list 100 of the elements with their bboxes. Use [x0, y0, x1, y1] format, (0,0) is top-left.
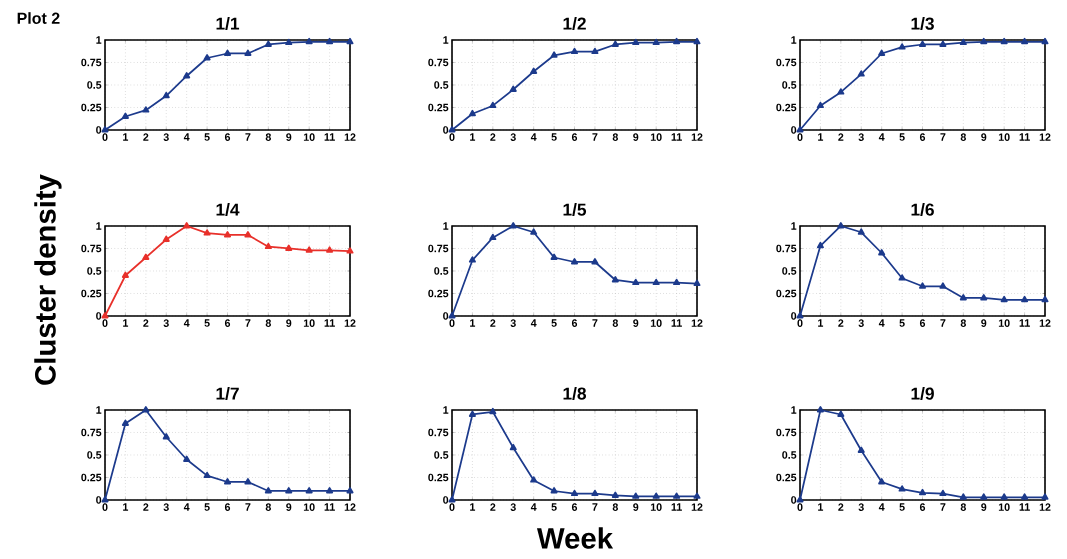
x-tick-label: 12 [344, 503, 356, 511]
point [448, 312, 456, 319]
x-tick-label: 9 [633, 133, 639, 141]
point [693, 37, 701, 45]
point [837, 88, 845, 95]
x-tick-label: 2 [143, 503, 149, 511]
x-tick-label: 10 [998, 133, 1010, 141]
x-tick-label: 12 [1039, 503, 1051, 511]
chart-title: 1/7 [216, 387, 239, 400]
y-tick-label: 0.5 [782, 81, 797, 89]
point [305, 246, 313, 253]
point [326, 37, 334, 45]
x-tick-label: 5 [551, 503, 557, 511]
point [918, 282, 927, 289]
x-tick-label: 12 [691, 133, 703, 141]
x-tick-label: 10 [650, 319, 662, 327]
x-tick-label: 6 [224, 503, 231, 511]
x-tick-label: 11 [671, 133, 682, 141]
x-tick-label: 4 [183, 503, 190, 511]
x-tick-label: 6 [571, 319, 578, 327]
point [918, 40, 927, 47]
point [898, 43, 906, 50]
x-tick-label: 3 [510, 319, 516, 327]
point [837, 410, 845, 417]
point [1021, 493, 1029, 500]
x-tick-label: 7 [592, 133, 598, 141]
x-tick-label: 12 [691, 503, 703, 511]
point [550, 487, 558, 494]
x-tick-label: 6 [919, 133, 926, 141]
x-tick-label: 4 [878, 319, 885, 327]
y-tick-label: 1 [96, 36, 102, 44]
y-tick-label: 0 [791, 496, 797, 504]
x-tick-label: 8 [265, 503, 271, 511]
x-tick-label: 2 [490, 133, 496, 141]
point [326, 487, 334, 494]
line-series [448, 37, 701, 133]
point [796, 496, 804, 503]
point [223, 231, 232, 238]
x-tick-label: 3 [163, 133, 169, 141]
x-tick-label: 4 [183, 319, 190, 327]
y-tick-label: 0.75 [81, 58, 102, 67]
point [448, 496, 456, 503]
point [1021, 295, 1029, 303]
x-tick-label: 1 [818, 133, 824, 141]
text: Plot 2 [17, 12, 60, 24]
point [611, 40, 619, 47]
x-tick-label: 10 [303, 133, 315, 141]
x-tick-label: 6 [224, 319, 231, 327]
x-tick-label: 11 [671, 319, 682, 327]
x-tick-label: 4 [878, 503, 885, 511]
y-tick-label: 0.5 [87, 81, 102, 89]
point [1000, 295, 1008, 303]
chart-title: 1/1 [216, 17, 240, 30]
point [918, 488, 927, 496]
x-tick-label: 11 [671, 503, 682, 511]
point [509, 443, 517, 451]
point [121, 419, 129, 426]
point [570, 489, 579, 497]
point [857, 446, 865, 453]
x-tick-label: 8 [612, 319, 618, 327]
x-tick-label: 0 [102, 503, 108, 511]
point [305, 37, 313, 45]
y-tick-label: 0.75 [776, 244, 797, 253]
x-tick-label: 3 [858, 503, 864, 511]
point [652, 278, 660, 286]
x-tick-label: 8 [265, 133, 271, 141]
y-tick-label: 0.5 [782, 451, 797, 459]
point [980, 37, 988, 45]
line-series [101, 222, 354, 319]
x-tick-label: 4 [530, 319, 537, 327]
x-tick-label: 11 [1019, 319, 1030, 327]
point [816, 101, 824, 109]
point [203, 229, 211, 236]
y-tick-label: 0.25 [81, 289, 102, 298]
point [959, 493, 967, 500]
y-tick-label: 1 [96, 406, 102, 414]
x-tick-label: 6 [224, 133, 231, 141]
point [223, 478, 232, 485]
x-tick-label: 2 [143, 319, 149, 327]
x-tick-label: 9 [981, 319, 987, 327]
x-tick-label: 9 [286, 133, 292, 141]
point [326, 246, 334, 253]
y-tick-label: 0 [96, 496, 102, 504]
chart-title: 1/9 [911, 387, 934, 400]
y-tick-label: 0.25 [428, 289, 449, 298]
point [673, 278, 681, 286]
x-tick-label: 12 [344, 319, 356, 327]
x-tick-label: 2 [490, 503, 496, 511]
y-tick-label: 0 [443, 126, 449, 134]
point [1000, 493, 1008, 500]
y-tick-label: 0 [443, 312, 449, 320]
x-tick-label: 1 [470, 319, 476, 327]
point [816, 241, 824, 249]
point [796, 126, 804, 133]
point [1041, 37, 1049, 45]
point [652, 38, 660, 46]
point [878, 49, 886, 56]
x-tick-label: 12 [1039, 319, 1051, 327]
x-tick-label: 7 [940, 133, 946, 141]
y-tick-label: 0.75 [428, 58, 449, 67]
